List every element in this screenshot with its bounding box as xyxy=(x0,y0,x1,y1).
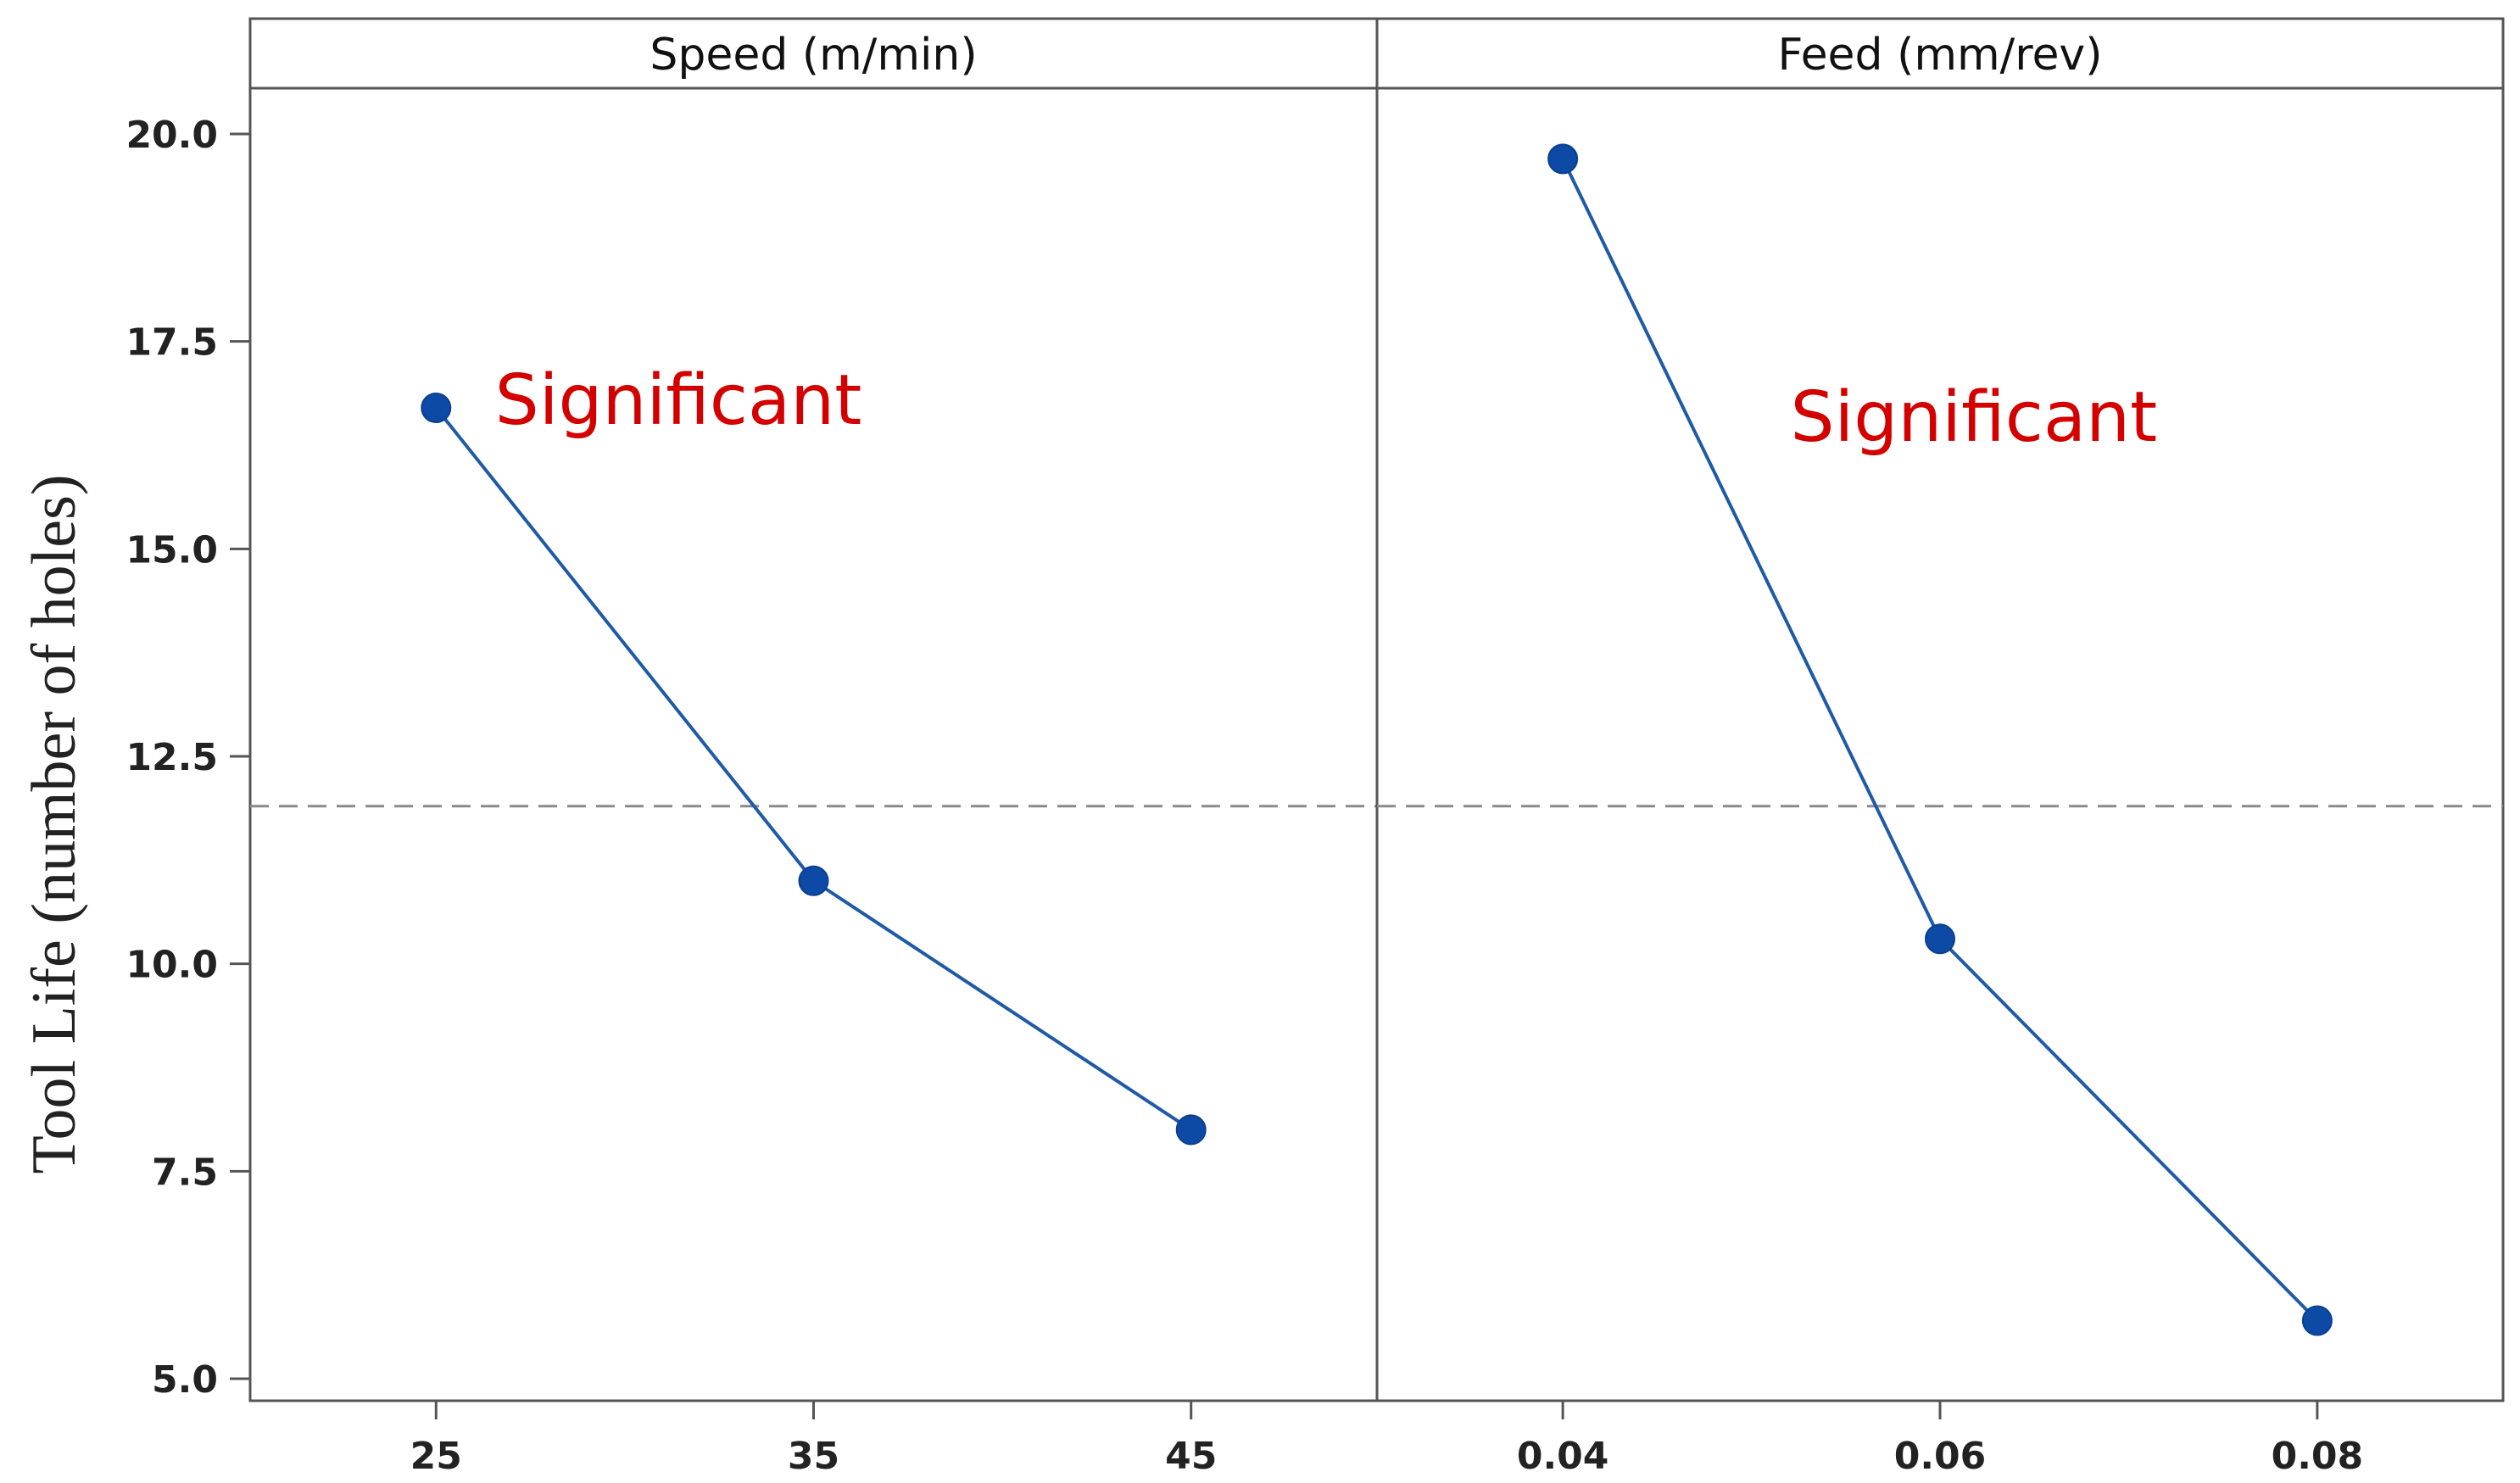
panel-title: Feed (mm/rev) xyxy=(1778,30,2103,81)
panel-feed: Feed (mm/rev) 0.04 0.06 0.08 Significant xyxy=(1375,17,2505,1478)
data-point xyxy=(1925,923,1955,955)
x-tick-label: 25 xyxy=(410,1435,462,1478)
x-tick-label: 0.08 xyxy=(2272,1435,2364,1478)
data-point xyxy=(1175,1114,1207,1146)
x-tick-label: 0.04 xyxy=(1517,1435,1609,1478)
y-axis-label: Tool Life (number of holes) xyxy=(20,474,89,1174)
y-tick-label: 20.0 xyxy=(125,114,218,157)
panel-speed: Speed (m/min) 25 35 45 Significant xyxy=(248,17,1379,1478)
data-point xyxy=(1547,143,1579,175)
x-tick-label: 0.06 xyxy=(1894,1435,1987,1478)
y-tick-label: 12.5 xyxy=(125,736,218,779)
significance-annotation: Significant xyxy=(495,360,862,441)
y-axis: 5.0 7.5 10.0 12.5 15.0 17.5 20.0 xyxy=(125,88,252,1402)
x-tick-label: 35 xyxy=(788,1435,839,1478)
y-tick-label: 10.0 xyxy=(125,944,218,987)
data-point xyxy=(2301,1305,2333,1336)
y-tick-label: 7.5 xyxy=(152,1151,218,1194)
data-point xyxy=(798,865,829,896)
significance-annotation: Significant xyxy=(1790,377,2157,458)
data-point xyxy=(421,392,452,423)
y-tick-label: 17.5 xyxy=(125,321,218,365)
y-tick-label: 5.0 xyxy=(152,1358,218,1402)
x-tick-label: 45 xyxy=(1165,1435,1217,1478)
y-tick-label: 15.0 xyxy=(125,528,218,571)
panel-header xyxy=(1375,17,2505,90)
panel-title: Speed (m/min) xyxy=(650,30,977,81)
